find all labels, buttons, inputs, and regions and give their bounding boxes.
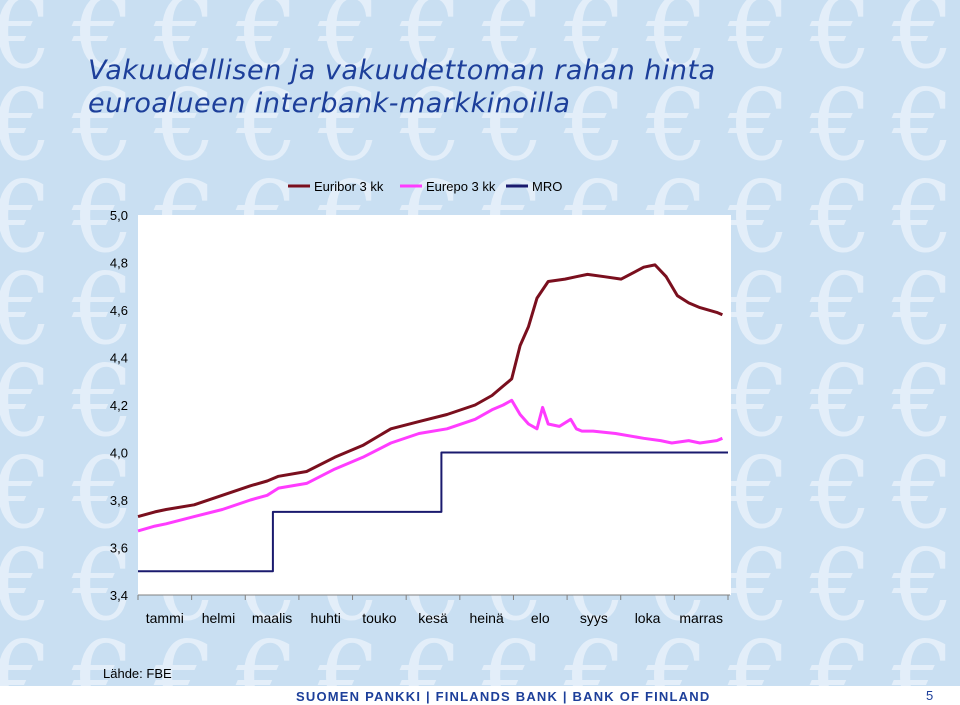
x-tick-label: heinä	[470, 610, 504, 626]
x-tick-label: kesä	[418, 610, 448, 626]
euro-watermark-icon: €	[154, 0, 217, 91]
euro-watermark-icon: €	[728, 529, 791, 643]
legend-label-euribor: Euribor 3 kk	[314, 179, 384, 194]
y-tick-label: 4,2	[110, 398, 128, 413]
x-tick-label: syys	[580, 610, 608, 626]
y-tick-label: 3,6	[110, 541, 128, 556]
euro-watermark-icon: €	[0, 529, 53, 643]
euro-watermark-icon: €	[318, 0, 381, 91]
euro-watermark-icon: €	[236, 69, 299, 183]
chart-panel	[138, 215, 731, 595]
euro-watermark-icon: €	[0, 161, 53, 275]
source-note: Lähde: FBE	[103, 666, 172, 681]
euro-watermark-icon: €	[0, 437, 53, 551]
x-tick-label: loka	[635, 610, 661, 626]
euro-watermark-icon: €	[810, 69, 873, 183]
euro-watermark-icon: €	[72, 345, 135, 459]
series-line-eurepo	[137, 398, 723, 533]
title-line-2: euroalueen interbank-markkinoilla	[88, 88, 571, 119]
euro-watermark-icon: €	[810, 529, 873, 643]
euro-watermark-icon: €	[810, 253, 873, 367]
x-tick-label: touko	[362, 610, 396, 626]
euro-watermark-icon: €	[0, 345, 53, 459]
euro-watermark-icon: €	[0, 69, 53, 183]
euro-watermark-icon: €	[72, 529, 135, 643]
x-tick-label: helmi	[202, 610, 235, 626]
euro-watermark-icon: €	[728, 69, 791, 183]
page-title: Vakuudellisen ja vakuudettoman rahan hin…	[88, 54, 888, 120]
euro-watermark-icon: €	[482, 69, 545, 183]
title-line-1: Vakuudellisen ja vakuudettoman rahan hin…	[88, 55, 716, 86]
euro-watermark-icon: €	[646, 0, 709, 91]
euro-watermark-icon: €	[892, 161, 955, 275]
euro-watermark-icon: €	[0, 0, 53, 91]
bank-name: SUOMEN PANKKI | FINLANDS BANK | BANK OF …	[296, 689, 711, 704]
euro-watermark-icon: €	[646, 69, 709, 183]
euro-watermark-icon: €	[72, 0, 135, 91]
euro-watermark-icon: €	[892, 345, 955, 459]
euro-watermark-icon: €	[318, 69, 381, 183]
euro-watermark-icon: €	[892, 253, 955, 367]
euro-watermark-icon: €	[400, 0, 463, 91]
euro-watermark-icon: €	[72, 69, 135, 183]
euro-watermark-icon: €	[154, 69, 217, 183]
legend-label-eurepo: Eurepo 3 kk	[426, 179, 496, 194]
euro-watermark-icon: €	[482, 0, 545, 91]
legend-label-mro: MRO	[532, 179, 562, 194]
euro-watermark-icon: €	[564, 69, 627, 183]
y-tick-label: 4,0	[110, 446, 128, 461]
x-tick-label: marras	[679, 610, 723, 626]
euro-watermark-icon: €	[892, 529, 955, 643]
euro-watermark-icon: €	[810, 437, 873, 551]
y-tick-label: 4,8	[110, 256, 128, 271]
page-number: 5	[926, 688, 934, 703]
euro-watermark-icon: €	[236, 0, 299, 91]
x-tick-label: huhti	[311, 610, 341, 626]
euro-watermark-icon: €	[400, 69, 463, 183]
euro-watermark-icon: €	[564, 0, 627, 91]
series-line-euribor	[137, 263, 723, 519]
euro-watermark-icon: €	[728, 161, 791, 275]
euro-watermark-icon: €	[72, 437, 135, 551]
x-tick-label: tammi	[146, 610, 184, 626]
euro-watermark-icon: €	[892, 437, 955, 551]
y-tick-label: 5,0	[110, 208, 128, 223]
euro-watermark-icon: €	[72, 161, 135, 275]
euro-watermark-icon: €	[892, 0, 955, 91]
y-tick-label: 4,4	[110, 351, 128, 366]
euro-watermark-icon: €	[728, 345, 791, 459]
euro-watermark-icon: €	[728, 0, 791, 91]
euro-watermark-icon: €	[810, 0, 873, 91]
euro-watermark-icon: €	[810, 345, 873, 459]
euro-watermark-icon: €	[0, 253, 53, 367]
footer-bar	[0, 686, 960, 705]
x-tick-label: elo	[531, 610, 550, 626]
series-line-mro	[138, 451, 728, 573]
euro-watermark-icon: €	[810, 161, 873, 275]
euro-watermark-icon: €	[72, 253, 135, 367]
y-tick-label: 4,6	[110, 303, 128, 318]
x-tick-label: maalis	[252, 610, 292, 626]
y-tick-label: 3,8	[110, 493, 128, 508]
y-tick-label: 3,4	[110, 588, 128, 603]
euro-watermark-icon: €	[728, 253, 791, 367]
euro-watermark-icon: €	[728, 437, 791, 551]
euro-watermark-icon: €	[892, 69, 955, 183]
